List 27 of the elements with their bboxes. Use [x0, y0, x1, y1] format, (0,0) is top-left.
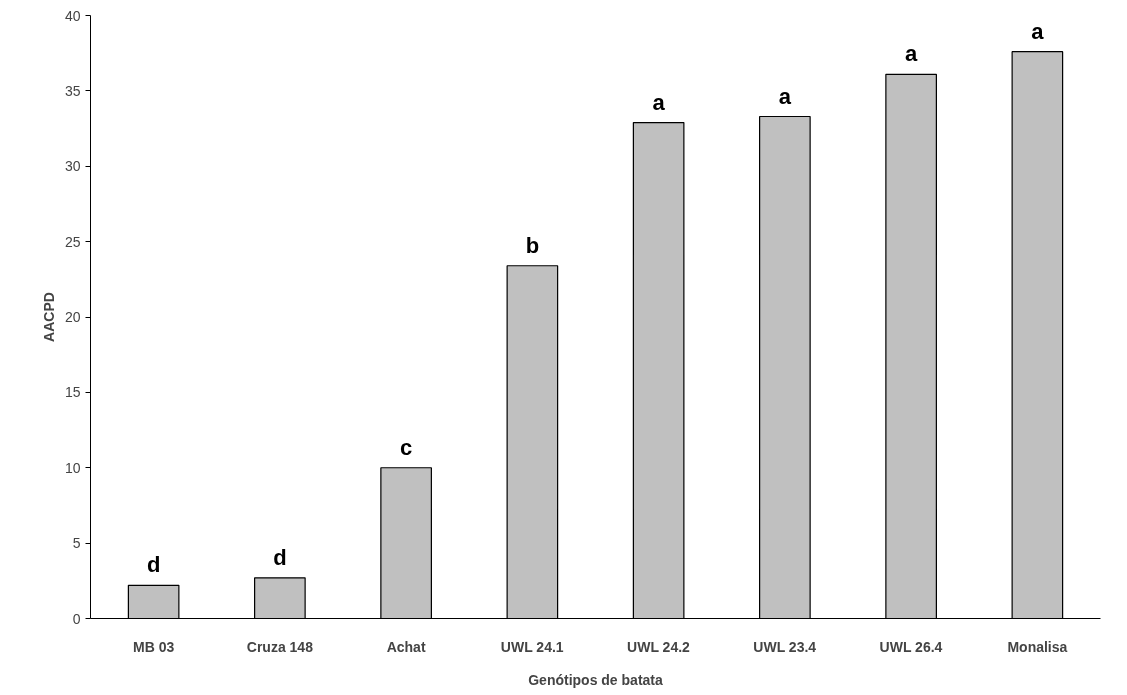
- y-tick-label: 10: [64, 459, 81, 476]
- annotation: a: [1031, 18, 1045, 44]
- annotation: a: [905, 41, 919, 67]
- y-tick-label: 30: [64, 158, 81, 175]
- y-tick-label: 25: [64, 233, 81, 250]
- x-tick-label: UWL 24.2: [627, 638, 691, 655]
- x-tick-label: Monalisa: [1007, 638, 1068, 655]
- annotation: d: [273, 544, 287, 570]
- y-tick-label: 35: [64, 82, 81, 99]
- annotation: c: [400, 434, 413, 460]
- y-tick-label: 15: [64, 384, 81, 401]
- x-tick-label: Achat: [386, 638, 426, 655]
- y-tick-label: 5: [72, 535, 81, 552]
- annotation: a: [778, 83, 792, 109]
- x-tick-label: UWL 24.1: [500, 638, 564, 655]
- y-tick-label: 0: [72, 610, 81, 627]
- y-tick-label: 40: [64, 7, 81, 24]
- y-axis-title: AACPD: [40, 292, 57, 342]
- annotation: d: [146, 552, 161, 578]
- x-axis-title: Genótipos de batata: [528, 671, 663, 688]
- x-tick-label: UWL 26.4: [879, 638, 943, 655]
- y-tick-label: 20: [64, 309, 81, 325]
- x-tick-label: MB 03: [133, 638, 175, 655]
- annotation: b: [525, 232, 540, 258]
- x-tick-label: UWL 23.4: [753, 638, 817, 655]
- x-tick-label: Cruza 148: [246, 638, 314, 655]
- annotation: a: [652, 89, 666, 115]
